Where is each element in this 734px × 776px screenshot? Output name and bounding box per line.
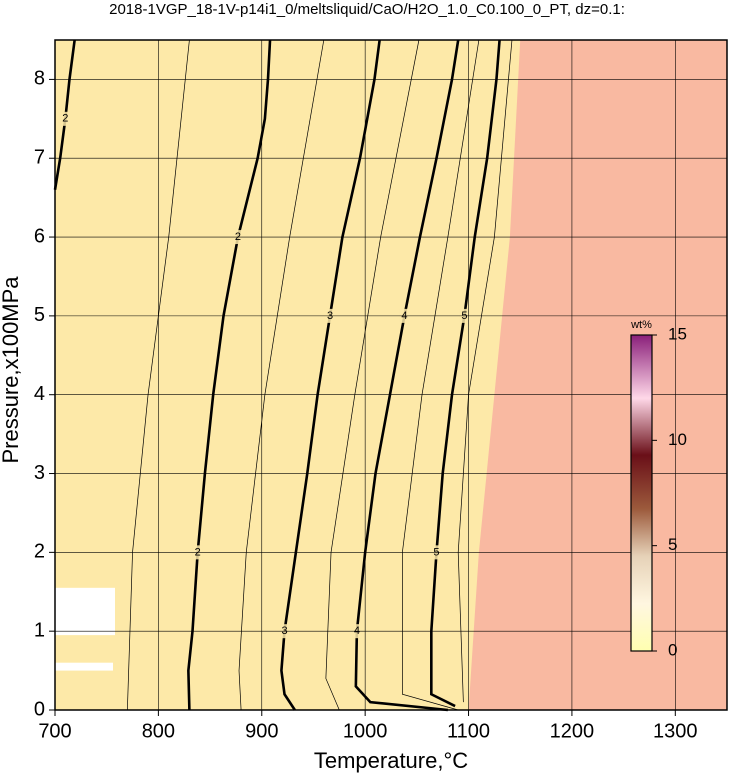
high-region [468, 40, 727, 710]
y-tick-label: 1 [34, 619, 45, 641]
y-tick-label: 8 [34, 68, 45, 90]
y-tick-label: 3 [34, 462, 45, 484]
y-tick-label: 0 [34, 698, 45, 720]
colorbar-tick-label: 15 [668, 324, 687, 343]
contour-line [430, 39, 501, 708]
gap [55, 587, 115, 636]
colorbar-tick-label: 10 [668, 430, 687, 449]
colorbar-tick-label: 5 [668, 535, 677, 554]
colorbar [630, 334, 653, 652]
x-tick-label: 700 [38, 720, 71, 742]
x-tick-label: 1100 [447, 720, 490, 742]
y-tick-label: 2 [34, 541, 45, 563]
contour-line [354, 39, 460, 712]
plot-frame [54, 39, 728, 711]
y-tick-label: 4 [34, 383, 45, 405]
x-tick-label: 1000 [343, 720, 388, 742]
x-tick-label: 800 [142, 720, 175, 742]
x-tick-label: 900 [245, 720, 278, 742]
x-tick-label: 1200 [550, 720, 595, 742]
x-tick-label: 1300 [653, 720, 698, 742]
y-tick-label: 6 [34, 225, 45, 247]
colorbar-label: wt% [630, 319, 652, 331]
colorbar-tick-label: 0 [668, 640, 677, 659]
gap [55, 662, 113, 671]
x-axis-label: Temperature,°C [314, 748, 468, 773]
y-axis-label: Pressure,x100MPa [0, 276, 23, 464]
y-tick-label: 5 [34, 304, 45, 326]
contour-line [187, 39, 272, 711]
contour-label: 2 [62, 113, 68, 125]
y-tick-label: 7 [34, 147, 45, 169]
contour-line [280, 39, 381, 711]
chart-title: 2018-1VGP_18-1V-p14i1_0/meltsliquid/CaO/… [109, 1, 625, 18]
contour-label-bg [60, 111, 71, 126]
